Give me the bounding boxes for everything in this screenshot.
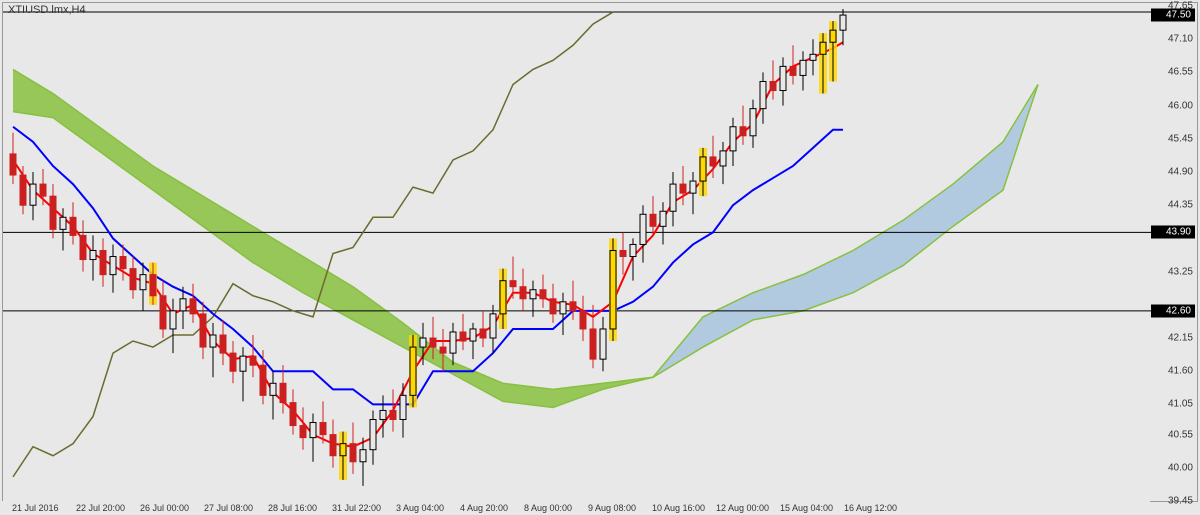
y-tick-label: 43.25 [1168,266,1193,277]
y-tick-label: 41.05 [1168,399,1193,410]
y-tick-label: 44.35 [1168,200,1193,211]
y-tick-label: 39.45 [1168,496,1193,507]
y-marker: 42.60 [1151,304,1195,317]
y-tick-label: 45.45 [1168,133,1193,144]
y-marker: 43.90 [1151,226,1195,239]
y-tick-label: 42.15 [1168,333,1193,344]
chart-svg [3,3,1151,501]
x-tick-label: 31 Jul 22:00 [332,503,381,513]
x-tick-label: 22 Jul 20:00 [76,503,125,513]
y-marker: 47.50 [1151,9,1195,22]
x-tick-label: 27 Jul 08:00 [204,503,253,513]
x-tick-label: 12 Aug 00:00 [716,503,769,513]
x-tick-label: 8 Aug 00:00 [524,503,572,513]
x-tick-label: 26 Jul 00:00 [140,503,189,513]
x-tick-label: 10 Aug 16:00 [652,503,705,513]
x-tick-label: 3 Aug 04:00 [396,503,444,513]
chart-title: XTIUSD.lmx,H4 [8,4,86,16]
x-tick-label: 9 Aug 08:00 [588,503,636,513]
y-tick-label: 40.00 [1168,462,1193,473]
y-tick-label: 46.00 [1168,100,1193,111]
plot-area[interactable] [2,2,1152,502]
y-tick-label: 46.55 [1168,67,1193,78]
x-tick-label: 15 Aug 04:00 [780,503,833,513]
x-tick-label: 28 Jul 16:00 [268,503,317,513]
x-tick-label: 16 Aug 12:00 [844,503,897,513]
chart-container: XTIUSD.lmx,H4 39.45 40.00 40.55 41.05 41.60 4… [0,0,1200,515]
y-tick-label: 41.60 [1168,366,1193,377]
y-tick-label: 44.90 [1168,167,1193,178]
x-axis: 21 Jul 2016 22 Jul 20:00 26 Jul 00:00 27 Ju… [2,501,1150,513]
y-axis: 39.4540.0040.5541.0541.6042.1543.2544.35… [1151,2,1198,502]
y-tick-label: 47.10 [1168,34,1193,45]
x-tick-label: 21 Jul 2016 [12,503,59,513]
y-tick-label: 40.55 [1168,429,1193,440]
x-tick-label: 4 Aug 20:00 [460,503,508,513]
